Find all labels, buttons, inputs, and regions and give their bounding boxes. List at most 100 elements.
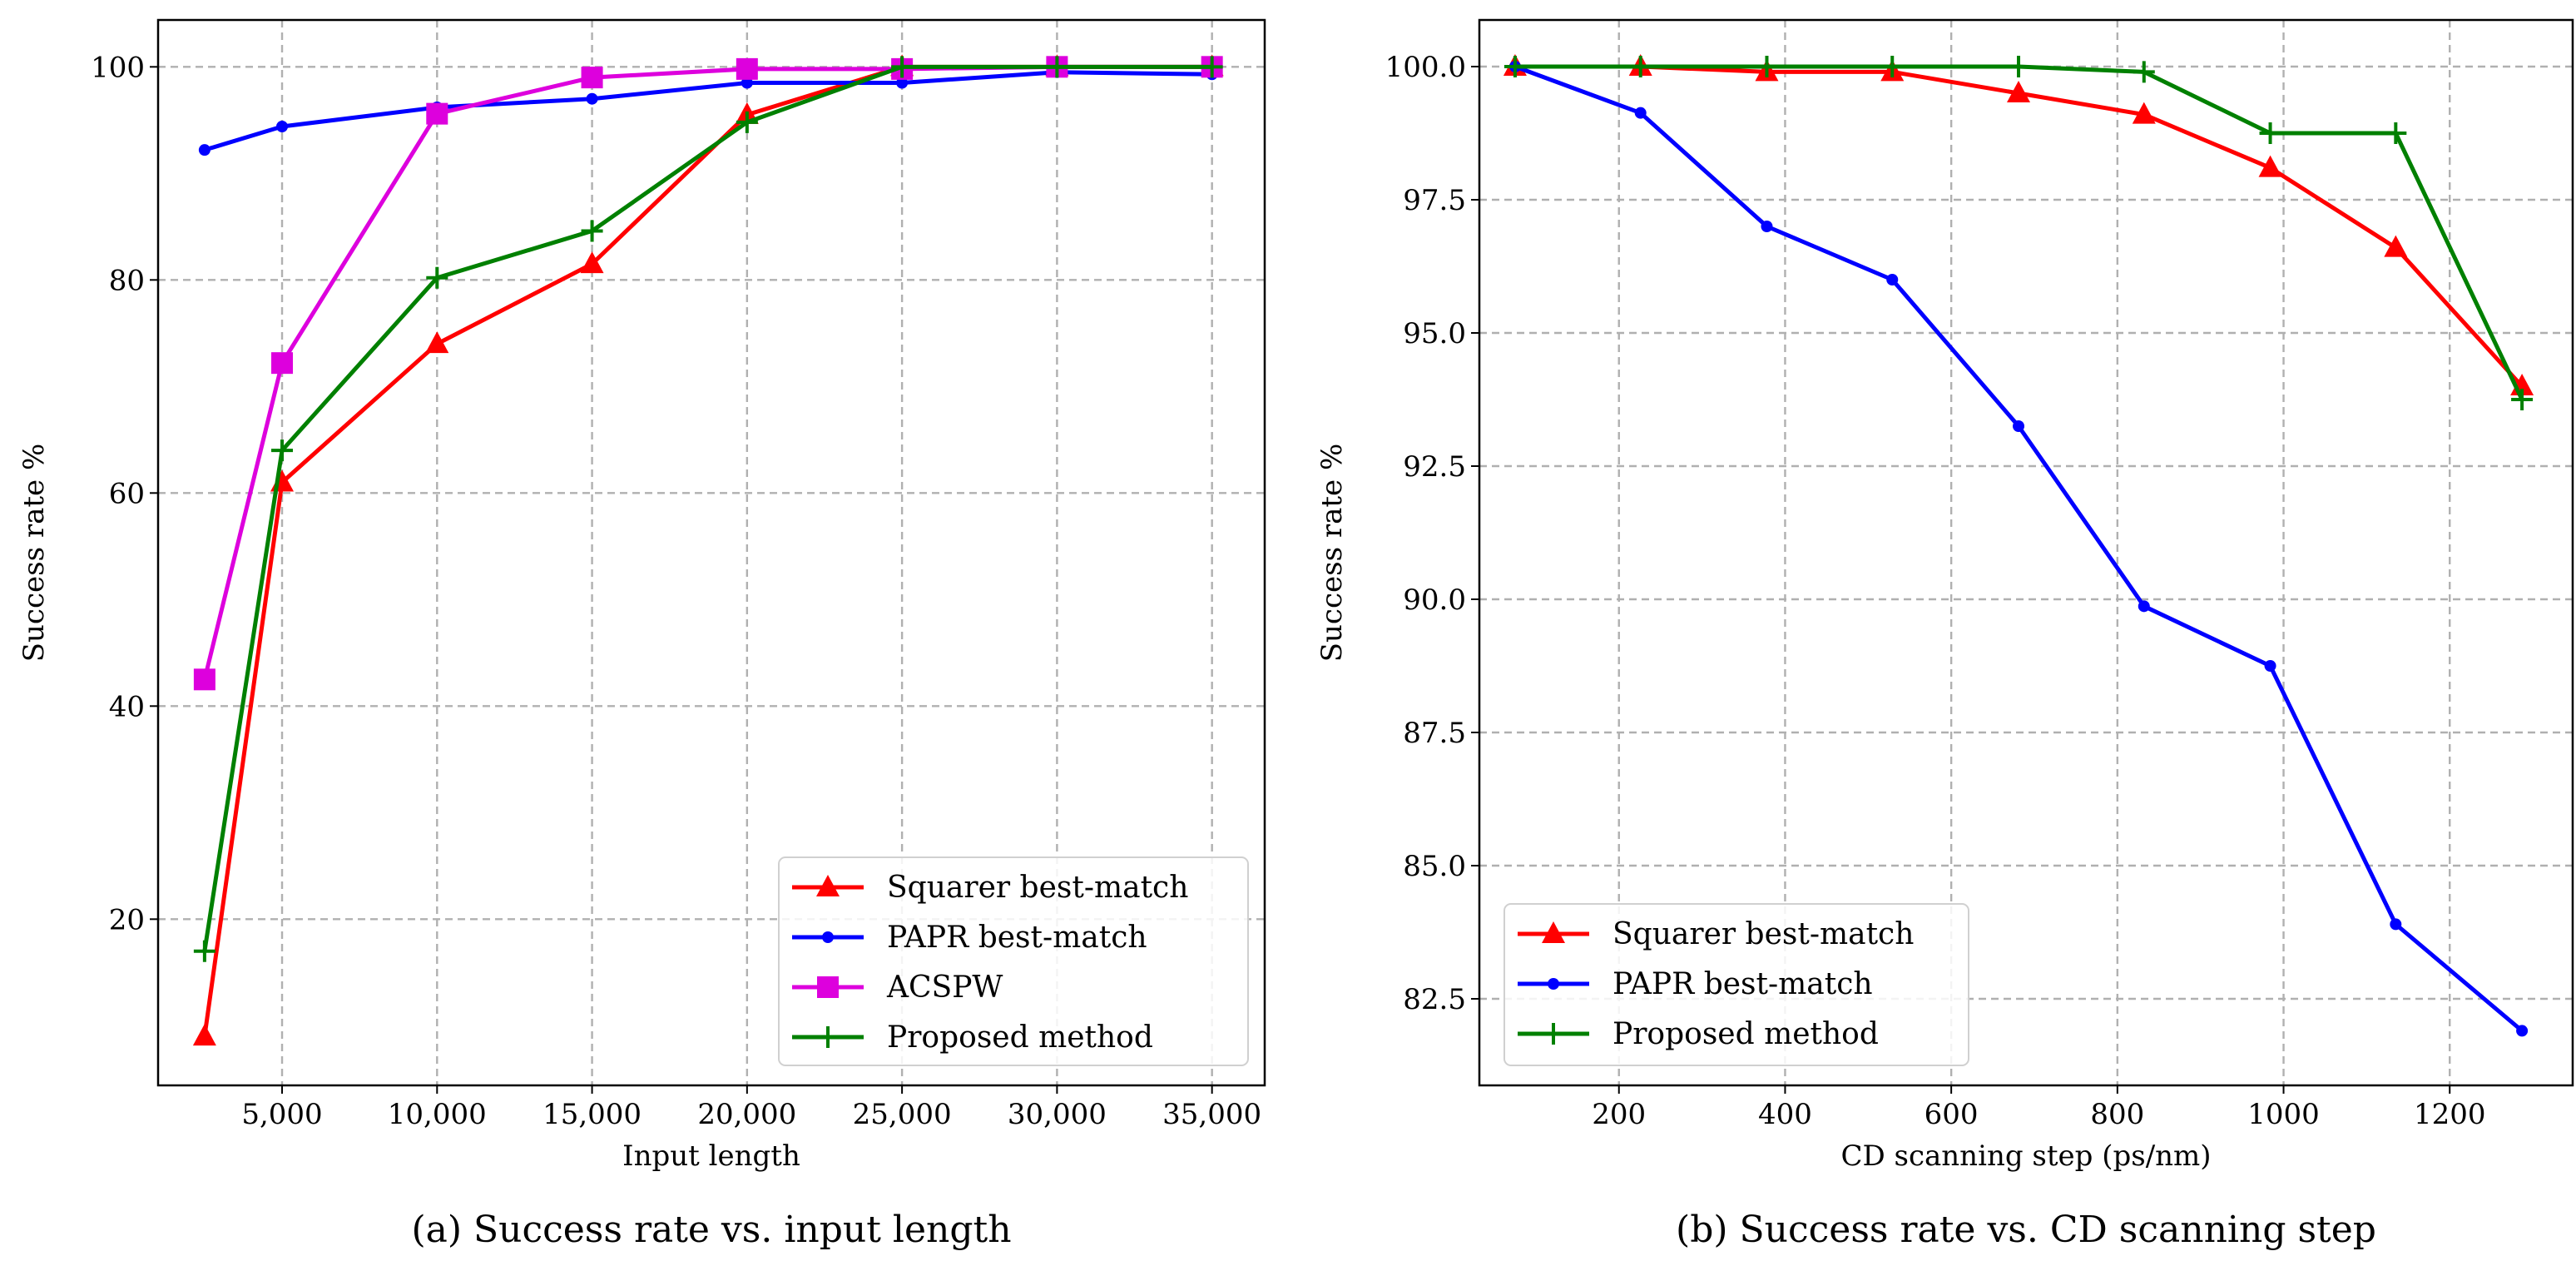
plot-frame — [156, 18, 1266, 1087]
data-point-plus — [1201, 56, 1223, 78]
data-point-plus — [2133, 61, 2155, 83]
legend-marker-triangle — [816, 875, 840, 896]
legend-marker-triangle — [1542, 921, 1565, 943]
legend-marker-square — [817, 976, 839, 998]
x-tick-label: 20,000 — [697, 1098, 796, 1131]
legend-entry: ACSPW — [792, 971, 1003, 1005]
x-tick-label: 200 — [1592, 1098, 1646, 1131]
x-tick-label: 30,000 — [1008, 1098, 1107, 1131]
x-tick-label: 25,000 — [853, 1098, 952, 1131]
data-point-circle — [586, 92, 598, 105]
data-point-triangle — [2258, 155, 2282, 177]
data-point-plus — [193, 940, 215, 962]
data-point-circle — [2516, 1025, 2529, 1037]
series-papr-best-match — [198, 66, 1218, 156]
series-line — [204, 70, 1212, 152]
y-tick-label: 100 — [91, 51, 145, 84]
x-tick-label: 10,000 — [388, 1098, 487, 1131]
data-point-triangle — [2384, 235, 2408, 257]
legend-box — [1503, 903, 1969, 1066]
data-point-square — [193, 668, 215, 691]
data-point-plus — [1756, 56, 1778, 77]
data-point-circle — [1761, 221, 1773, 232]
series-proposed-method — [193, 56, 1223, 962]
legend-label: Proposed method — [1612, 1017, 1879, 1051]
data-point-plus — [1503, 56, 1526, 77]
x-tick-label: 35,000 — [1162, 1098, 1261, 1131]
y-tick-label: 90.0 — [1403, 583, 1466, 617]
legend-label: Proposed method — [887, 1020, 1153, 1055]
y-tick-label: 100.0 — [1385, 51, 1466, 84]
data-point-plus — [271, 439, 294, 462]
y-tick-label: 82.5 — [1403, 983, 1466, 1016]
series-line — [202, 64, 1212, 952]
x-tick-label: 1200 — [2414, 1098, 2486, 1131]
data-point-plus — [2259, 122, 2281, 144]
data-point-triangle — [2132, 102, 2156, 124]
data-point-square — [736, 57, 758, 80]
legend: Squarer best-match PAPR best-match ACSPW Pr… — [778, 856, 1249, 1066]
data-point-plus — [1046, 56, 1068, 78]
data-point-circle — [1634, 107, 1647, 119]
data-point-square — [426, 102, 448, 125]
data-point-plus — [2385, 122, 2407, 144]
legend-entry: PAPR best-match — [792, 921, 1147, 955]
legend-box — [778, 856, 1249, 1066]
y-tick-label: 92.5 — [1403, 450, 1466, 484]
series-papr-best-match — [1508, 61, 2529, 1037]
data-point-square — [581, 67, 603, 89]
legend-label: ACSPW — [886, 971, 1003, 1005]
y-tick-label: 20 — [109, 903, 145, 936]
y-tick-label: 40 — [109, 690, 145, 723]
x-axis-label: Input length — [622, 1139, 800, 1173]
data-point-plus — [736, 111, 758, 133]
data-point-circle — [2013, 420, 2025, 432]
data-point-circle — [2138, 600, 2150, 613]
legend: Squarer best-match PAPR best-match Propose… — [1503, 903, 1969, 1066]
figure-caption: (a) Success rate vs. input length — [411, 1209, 1011, 1251]
data-point-plus — [581, 220, 603, 242]
x-tick-label: 600 — [1925, 1098, 1979, 1131]
y-axis-label: Success rate % — [17, 444, 51, 663]
legend-entry: Squarer best-match — [1518, 917, 1914, 951]
series-proposed-method — [1503, 56, 2534, 410]
data-point-triangle — [2007, 81, 2031, 102]
legend-label: PAPR best-match — [1612, 967, 1873, 1001]
legend-label: PAPR best-match — [887, 921, 1147, 955]
data-point-plus — [891, 56, 914, 78]
legend-marker-circle — [1548, 978, 1559, 990]
x-tick-label: 5,000 — [241, 1098, 322, 1131]
data-point-circle — [741, 77, 753, 89]
y-tick-label: 87.5 — [1403, 717, 1466, 750]
data-point-circle — [276, 121, 289, 132]
data-point-triangle — [580, 251, 604, 274]
data-point-plus — [426, 266, 448, 289]
legend-label: Squarer best-match — [1612, 917, 1914, 951]
data-point-plus — [2008, 56, 2030, 77]
x-tick-label: 1000 — [2247, 1098, 2320, 1131]
data-point-triangle — [425, 331, 449, 354]
y-tick-label: 97.5 — [1403, 184, 1466, 217]
data-point-plus — [1629, 56, 1652, 77]
x-axis-label: CD scanning step (ps/nm) — [1840, 1139, 2211, 1173]
panel-b-cd-scanning-step: 200 400 600 800 1000 1200 82.5 85.0 87.5 90.0 92.5… — [1315, 18, 2574, 1251]
legend-entry: Proposed method — [792, 1020, 1153, 1055]
x-tick-label: 15,000 — [542, 1098, 642, 1131]
legend-marker-plus — [817, 1026, 839, 1048]
y-tick-label: 85.0 — [1403, 850, 1466, 883]
x-tick-label: 800 — [2090, 1098, 2144, 1131]
legend-marker-circle — [822, 931, 834, 943]
y-tick-label: 60 — [109, 477, 145, 510]
data-point-circle — [198, 144, 211, 156]
legend-label: Squarer best-match — [887, 871, 1188, 905]
legend-entry: Squarer best-match — [792, 871, 1188, 905]
legend-entry: Proposed method — [1518, 1017, 1879, 1051]
x-tick-label: 400 — [1758, 1098, 1812, 1131]
panel-a-input-length: 5,000 10,000 15,000 20,000 25,000 30,000 35,00… — [17, 18, 1266, 1251]
series-squarer-best-match — [1503, 54, 2534, 395]
legend-entry: PAPR best-match — [1518, 967, 1873, 1001]
figure-caption: (b) Success rate vs. CD scanning step — [1676, 1209, 2376, 1251]
data-point-circle — [896, 77, 909, 89]
data-point-plus — [1881, 56, 1904, 77]
